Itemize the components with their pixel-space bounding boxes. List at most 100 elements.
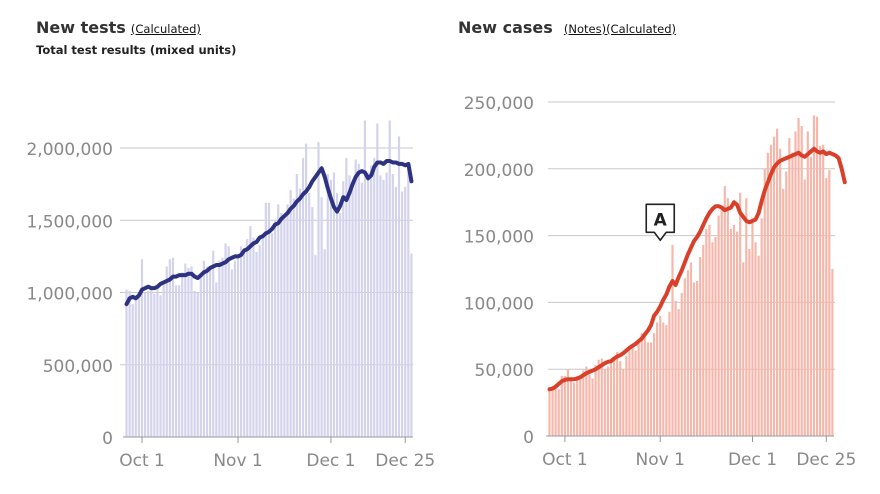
bar xyxy=(625,355,628,436)
bar xyxy=(311,207,314,437)
bar xyxy=(794,131,797,436)
annotation-marker[interactable]: A xyxy=(645,203,676,242)
bar xyxy=(391,174,394,437)
y-tick-label: 150,000 xyxy=(464,228,534,248)
bar xyxy=(323,249,326,437)
bar xyxy=(628,350,631,436)
bar xyxy=(360,182,363,437)
bar xyxy=(249,226,252,437)
bar xyxy=(573,382,576,436)
bar xyxy=(680,293,683,436)
bar xyxy=(178,285,181,437)
bar xyxy=(757,255,760,436)
y-tick-label: 50,000 xyxy=(475,361,534,381)
bar xyxy=(637,342,640,436)
bar xyxy=(224,243,227,437)
bar xyxy=(258,244,261,437)
bar xyxy=(292,198,295,437)
bar xyxy=(594,365,597,436)
bar xyxy=(243,247,246,437)
bar xyxy=(640,333,643,436)
bar xyxy=(230,269,233,437)
cases-chart-title: New cases xyxy=(458,18,553,37)
bar xyxy=(221,257,224,437)
cases-calculated-link[interactable]: (Calculated) xyxy=(606,22,677,36)
bar xyxy=(348,175,351,437)
y-tick-label: 200,000 xyxy=(464,161,534,181)
bar xyxy=(711,242,714,436)
bar xyxy=(342,181,345,437)
bar xyxy=(729,228,733,436)
bar xyxy=(174,285,178,437)
bar xyxy=(209,269,212,437)
bar xyxy=(329,179,332,438)
bar xyxy=(357,163,360,437)
bar xyxy=(193,291,196,437)
bar xyxy=(769,144,772,436)
bar xyxy=(397,136,401,437)
bar xyxy=(366,172,370,437)
tests-calculated-link[interactable]: (Calculated) xyxy=(130,22,201,36)
tests-chart-title: New tests xyxy=(36,18,126,37)
bar xyxy=(822,144,825,436)
bar xyxy=(326,174,329,437)
bar xyxy=(702,244,705,436)
bar xyxy=(674,301,677,436)
bar xyxy=(748,248,751,436)
bar xyxy=(831,269,834,436)
bar xyxy=(696,281,699,436)
bar xyxy=(566,369,570,436)
bar xyxy=(147,291,150,437)
bar xyxy=(150,289,153,437)
bar xyxy=(763,168,766,437)
y-tick-label: 0 xyxy=(523,428,534,448)
bar xyxy=(612,358,616,436)
bar xyxy=(286,204,289,437)
bar xyxy=(649,342,653,436)
bar xyxy=(772,136,776,437)
bar xyxy=(153,293,156,437)
x-tick-label: Oct 1 xyxy=(119,451,165,471)
bar xyxy=(652,333,656,436)
bar xyxy=(705,228,708,436)
bar xyxy=(745,198,748,436)
bar xyxy=(754,242,757,436)
bar xyxy=(363,120,367,438)
bar xyxy=(828,170,831,436)
y-tick-label: 1,500,000 xyxy=(26,212,113,232)
bar xyxy=(766,152,769,436)
bar xyxy=(410,253,413,437)
y-tick-label: 250,000 xyxy=(464,94,534,114)
bar xyxy=(187,267,190,437)
bar xyxy=(345,158,348,437)
bar xyxy=(600,358,603,436)
bar xyxy=(298,188,302,437)
bar xyxy=(591,378,594,436)
bar xyxy=(376,123,379,437)
bar xyxy=(264,202,267,437)
bar xyxy=(551,387,554,436)
bar xyxy=(143,292,147,437)
bar xyxy=(407,166,410,437)
bar xyxy=(603,369,606,436)
bar xyxy=(218,260,221,437)
bar xyxy=(134,295,137,437)
bar xyxy=(815,116,819,436)
bar xyxy=(643,331,646,436)
bar xyxy=(803,179,806,437)
cases-notes-link[interactable]: (Notes) xyxy=(563,22,607,36)
x-tick-label: Nov 1 xyxy=(213,451,262,471)
tests-title-row: New tests (Calculated) xyxy=(36,18,201,37)
bar xyxy=(819,146,822,436)
bar xyxy=(797,118,800,436)
bar xyxy=(373,158,376,437)
bar xyxy=(760,218,763,436)
bar xyxy=(196,292,199,437)
y-tick-label: 1,000,000 xyxy=(26,285,113,305)
bar xyxy=(708,224,711,436)
bar xyxy=(308,192,311,437)
bar xyxy=(806,131,809,436)
bar xyxy=(588,374,591,436)
x-tick-label: Dec 1 xyxy=(306,451,355,471)
y-tick-label: 500,000 xyxy=(43,357,113,377)
